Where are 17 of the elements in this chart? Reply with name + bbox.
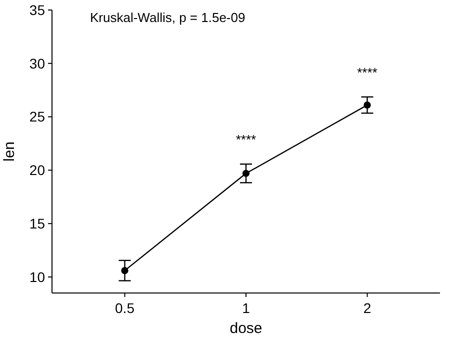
x-tick-label: 2: [363, 300, 372, 316]
x-axis-title: dose: [230, 320, 262, 337]
y-tick-label: 20: [29, 162, 46, 178]
x-tick-label: 1: [242, 300, 250, 316]
annotation: Kruskal-Wallis, p = 1.5e-09: [90, 10, 246, 25]
annotation: ****: [357, 64, 378, 80]
point: [242, 170, 250, 177]
x-tick-label: 0.5: [115, 300, 135, 316]
y-tick-label: 30: [29, 55, 46, 72]
point: [364, 101, 371, 109]
y-tick-label: 10: [29, 268, 46, 285]
y-tick-label: 25: [29, 108, 46, 125]
point: [121, 267, 128, 274]
y-tick-label: 15: [29, 215, 46, 232]
y-axis-title: len: [1, 141, 18, 162]
annotation: ****: [236, 132, 256, 148]
y-tick-label: 35: [29, 2, 46, 18]
